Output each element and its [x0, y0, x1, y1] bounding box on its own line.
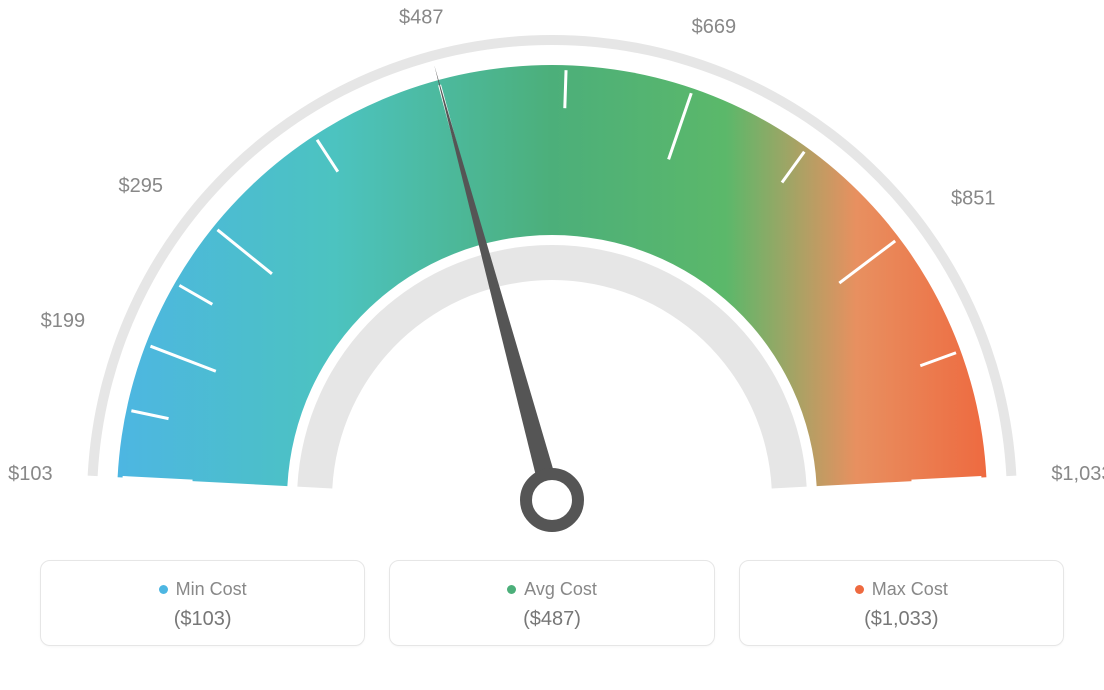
legend-min-label: Min Cost	[176, 579, 247, 600]
legend-max-box: Max Cost ($1,033)	[739, 560, 1064, 646]
legend-min-value: ($103)	[51, 608, 354, 631]
legend-max-value: ($1,033)	[750, 608, 1053, 631]
minor-tick	[565, 70, 566, 108]
legend-max-label-row: Max Cost	[750, 579, 1053, 600]
legend-avg-label: Avg Cost	[524, 579, 597, 600]
legend-max-label: Max Cost	[872, 579, 948, 600]
needle-hub	[526, 474, 578, 526]
gauge-svg: $103 $199 $295 $487 $669 $851 $1,033	[0, 0, 1104, 560]
tick-label: $487	[399, 6, 444, 28]
legend-min-box: Min Cost ($103)	[40, 560, 365, 646]
gauge-area: $103 $199 $295 $487 $669 $851 $1,033	[0, 0, 1104, 560]
legend-avg-dot	[507, 585, 516, 594]
legend-max-dot	[855, 585, 864, 594]
legend-avg-value: ($487)	[400, 608, 703, 631]
gauge-chart-container: $103 $199 $295 $487 $669 $851 $1,033 Min Cost …	[0, 0, 1104, 690]
tick-label: $103	[8, 463, 53, 485]
tick-label: $295	[119, 175, 164, 197]
tick-label: $851	[951, 188, 996, 210]
tick-label: $669	[692, 16, 737, 38]
legend-row: Min Cost ($103) Avg Cost ($487) Max Cost…	[0, 560, 1104, 646]
legend-min-dot	[159, 585, 168, 594]
legend-min-label-row: Min Cost	[51, 579, 354, 600]
tick-label: $199	[41, 310, 86, 332]
legend-avg-label-row: Avg Cost	[400, 579, 703, 600]
tick-label: $1,033	[1051, 463, 1104, 485]
legend-avg-box: Avg Cost ($487)	[389, 560, 714, 646]
